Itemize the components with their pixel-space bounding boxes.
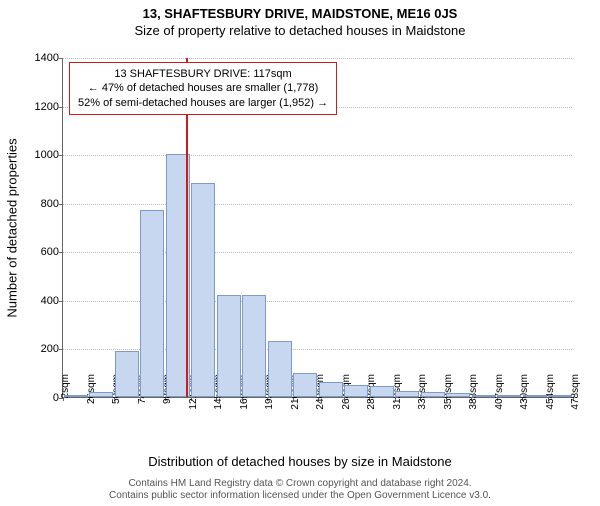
ytick-label: 800 [41,198,63,210]
histogram-bar [421,392,445,397]
annotation-line-3: 52% of semi-detached houses are larger (… [78,96,328,110]
histogram-bar [64,395,88,397]
xtick-label: 478sqm [548,374,581,424]
histogram-bar [370,386,394,397]
ytick-label: 1000 [35,149,63,161]
histogram-bar [548,395,572,397]
gridline [63,58,572,59]
histogram-bar [446,393,470,397]
chart-area: Number of detached properties 0200400600… [0,6,600,476]
histogram-bar [242,295,266,397]
annotation-line-2: ← 47% of detached houses are smaller (1,… [78,81,328,95]
histogram-bar [217,295,241,397]
x-axis-label: Distribution of detached houses by size … [0,454,600,469]
histogram-bar [89,392,113,397]
histogram-bar [115,351,139,397]
histogram-bar [191,183,215,397]
histogram-bar [293,373,317,397]
footer-line-2: Contains public sector information licen… [0,490,600,502]
attribution-footer: Contains HM Land Registry data © Crown c… [0,478,600,502]
gridline [63,155,572,156]
histogram-bar [268,341,292,397]
annotation-line-1: 13 SHAFTESBURY DRIVE: 117sqm [78,67,328,81]
histogram-bar [395,391,419,397]
histogram-bar [497,395,521,397]
histogram-plot: 02004006008001000120014002sqm26sqm50sqm7… [62,58,572,398]
ytick-label: 400 [41,295,63,307]
histogram-bar [344,385,368,397]
gridline [63,204,572,205]
y-axis-label: Number of detached properties [5,138,20,317]
histogram-bar [319,382,343,397]
histogram-bar [140,210,164,397]
histogram-bar [472,395,496,397]
footer-line-1: Contains HM Land Registry data © Crown c… [0,478,600,490]
histogram-bar [523,395,547,397]
ytick-label: 1200 [35,101,63,113]
ytick-label: 200 [41,343,63,355]
ytick-label: 600 [41,246,63,258]
annotation-box: 13 SHAFTESBURY DRIVE: 117sqm ← 47% of de… [69,62,337,115]
ytick-label: 1400 [35,52,63,64]
